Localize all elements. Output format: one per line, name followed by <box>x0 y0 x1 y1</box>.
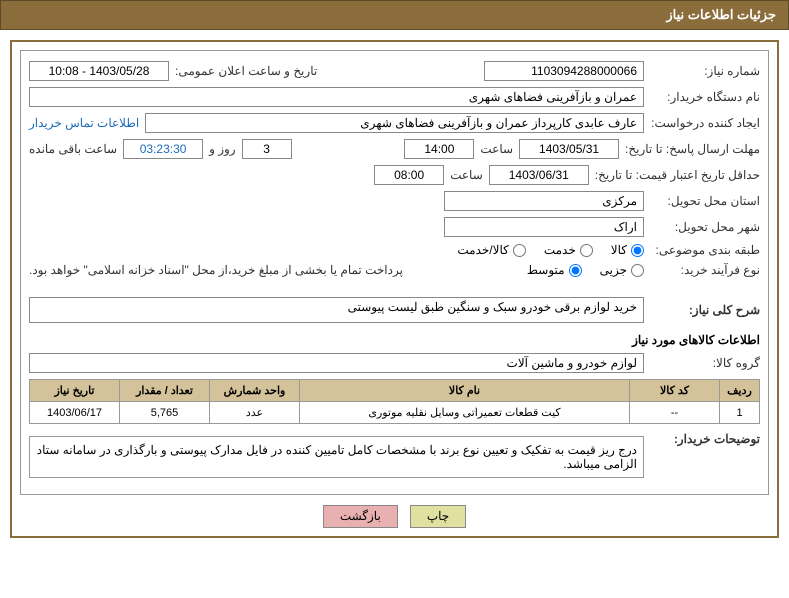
price-validity-date-field: 1403/06/31 <box>489 165 589 185</box>
subject-radio-both-input[interactable] <box>513 244 526 257</box>
td-num: 1 <box>720 402 760 424</box>
th-unit: واحد شمارش <box>210 380 300 402</box>
th-date: تاریخ نیاز <box>30 380 120 402</box>
purchase-type-label: نوع فرآیند خرید: <box>650 263 760 277</box>
th-name: نام کالا <box>300 380 630 402</box>
requester-field: عارف عابدی کارپرداز عمران و بازآفرینی فض… <box>145 113 644 133</box>
print-button[interactable]: چاپ <box>410 505 466 528</box>
delivery-city-label: شهر محل تحویل: <box>650 220 760 234</box>
price-validity-time-field: 08:00 <box>374 165 444 185</box>
response-time-field: 14:00 <box>404 139 474 159</box>
goods-group-label: گروه کالا: <box>650 356 760 370</box>
delivery-province-field: مرکزی <box>444 191 644 211</box>
th-qty: تعداد / مقدار <box>120 380 210 402</box>
purchase-radio-medium-input[interactable] <box>569 264 582 277</box>
td-date: 1403/06/17 <box>30 402 120 424</box>
purchase-radio-partial-input[interactable] <box>631 264 644 277</box>
price-validity-label: حداقل تاریخ اعتبار قیمت: تا تاریخ: <box>595 168 760 182</box>
inner-frame: شماره نیاز: 1103094288000066 تاریخ و ساع… <box>20 50 769 495</box>
buyer-notes-box: درج ریز قیمت به تفکیک و تعیین نوع برند ب… <box>29 436 644 478</box>
need-desc-label: شرح کلی نیاز: <box>650 303 760 317</box>
subject-radio-both[interactable]: کالا/خدمت <box>457 243 525 257</box>
remaining-time-field: 03:23:30 <box>123 139 203 159</box>
td-unit: عدد <box>210 402 300 424</box>
payment-note: پرداخت تمام یا بخشی از مبلغ خرید،از محل … <box>29 263 403 277</box>
goods-table: ردیف کد کالا نام کالا واحد شمارش تعداد /… <box>29 379 760 424</box>
buyer-org-field: عمران و بازآفرینی فضاهای شهری <box>29 87 644 107</box>
response-date-field: 1403/05/31 <box>519 139 619 159</box>
remaining-label: ساعت باقی مانده <box>29 142 117 156</box>
goods-group-field: لوازم خودرو و ماشین آلات <box>29 353 644 373</box>
subject-radio-khedmat-input[interactable] <box>580 244 593 257</box>
page-title: جزئیات اطلاعات نیاز <box>666 7 776 22</box>
need-desc-field: خرید لوازم برقی خودرو سبک و سنگین طبق لی… <box>29 297 644 323</box>
subject-class-radio-group: کالا خدمت کالا/خدمت <box>457 243 644 257</box>
hour-label-1: ساعت <box>480 142 513 156</box>
subject-radio-khedmat[interactable]: خدمت <box>544 243 593 257</box>
th-row: ردیف <box>720 380 760 402</box>
delivery-province-label: استان محل تحویل: <box>650 194 760 208</box>
response-deadline-label: مهلت ارسال پاسخ: تا تاریخ: <box>625 142 760 156</box>
page-title-bar: جزئیات اطلاعات نیاز <box>0 0 789 30</box>
buyer-org-label: نام دستگاه خریدار: <box>650 90 760 104</box>
subject-class-label: طبقه بندی موضوعی: <box>650 243 760 257</box>
buyer-notes-label: توضیحات خریدار: <box>650 432 760 446</box>
subject-radio-kala-input[interactable] <box>631 244 644 257</box>
hour-label-2: ساعت <box>450 168 483 182</box>
td-qty: 5,765 <box>120 402 210 424</box>
purchase-type-radio-group: جزیی متوسط <box>527 263 644 277</box>
table-row: 1 -- کیت قطعات تعمیراتی وسایل نقلیه موتو… <box>30 402 760 424</box>
back-button[interactable]: بازگشت <box>323 505 398 528</box>
remaining-days-field: 3 <box>242 139 292 159</box>
announce-datetime-field: 1403/05/28 - 10:08 <box>29 61 169 81</box>
need-number-field: 1103094288000066 <box>484 61 644 81</box>
delivery-city-field: اراک <box>444 217 644 237</box>
requester-label: ایجاد کننده درخواست: <box>650 116 760 130</box>
buyer-contact-link[interactable]: اطلاعات تماس خریدار <box>29 116 139 130</box>
announce-datetime-label: تاریخ و ساعت اعلان عمومی: <box>175 64 317 78</box>
outer-frame: شماره نیاز: 1103094288000066 تاریخ و ساع… <box>10 40 779 538</box>
goods-info-header: اطلاعات کالاهای مورد نیاز <box>29 333 760 347</box>
need-number-label: شماره نیاز: <box>650 64 760 78</box>
purchase-radio-medium[interactable]: متوسط <box>527 263 582 277</box>
days-and-label: روز و <box>209 142 236 156</box>
subject-radio-kala[interactable]: کالا <box>611 243 644 257</box>
purchase-radio-partial[interactable]: جزیی <box>600 263 644 277</box>
th-code: کد کالا <box>630 380 720 402</box>
td-code: -- <box>630 402 720 424</box>
button-row: چاپ بازگشت <box>20 505 769 528</box>
td-name: کیت قطعات تعمیراتی وسایل نقلیه موتوری <box>300 402 630 424</box>
